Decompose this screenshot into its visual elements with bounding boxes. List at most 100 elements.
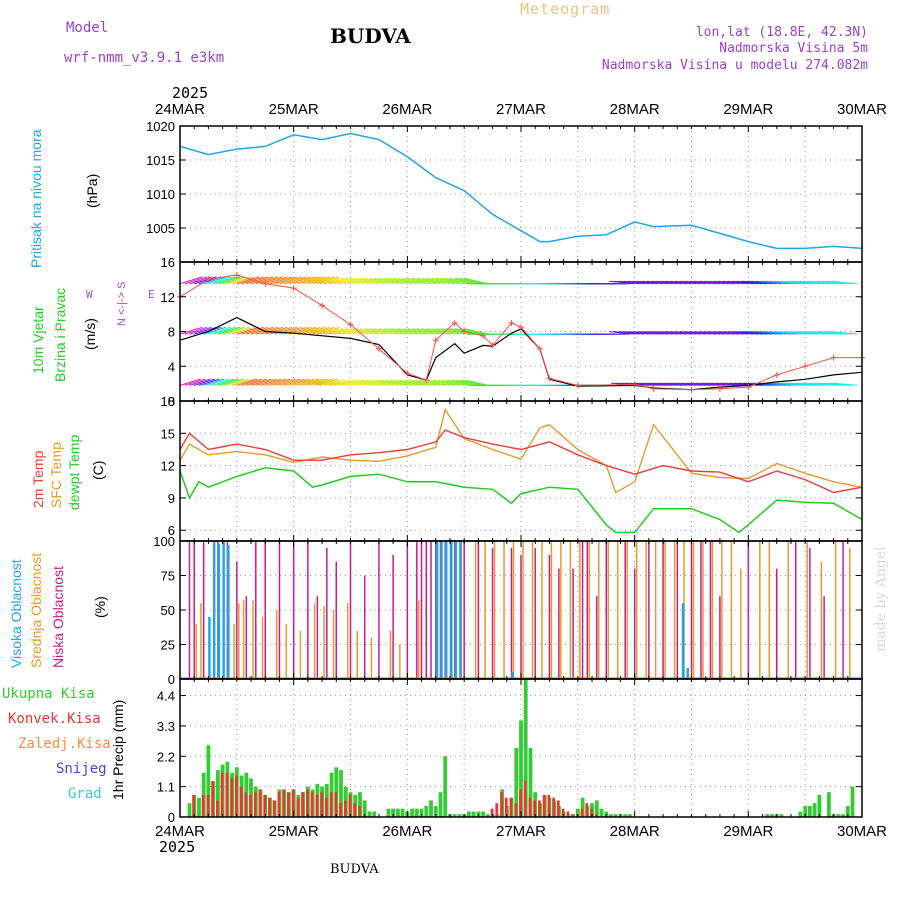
wind-barb: [402, 328, 427, 335]
wind-barb: [383, 277, 408, 285]
wind-barb: [203, 378, 225, 386]
precip-total-bar: [623, 814, 628, 817]
precip-conv-bar: [580, 808, 584, 817]
meteogram-label: Meteogram: [520, 0, 611, 18]
precip-conv-bar: [514, 803, 518, 817]
precip-total-bar: [391, 808, 395, 817]
gust-marker: [233, 272, 240, 279]
wind-barb: [364, 328, 389, 335]
dewpoint-line: [179, 467, 863, 534]
wind-barb: [464, 277, 488, 285]
wind-barb: [431, 328, 455, 335]
precip-total-bar: [396, 808, 400, 817]
wind-barb: [303, 328, 327, 335]
legend-conv: Konvek.Kisa: [8, 711, 101, 727]
wind-barb: [394, 379, 417, 386]
wind-barb: [184, 276, 208, 285]
wind-barb: [399, 379, 422, 386]
y-tick-label: 75: [161, 569, 175, 584]
gust-marker: [290, 285, 297, 292]
wind-barb: [376, 379, 398, 386]
wind-barb: [464, 328, 488, 335]
precip-total-bar: [798, 811, 803, 817]
precip-conv-bar: [523, 781, 527, 817]
wind-barb: [428, 379, 451, 386]
wind-barb: [357, 379, 380, 386]
precip-conv-bar: [343, 800, 347, 817]
precip-conv-bar: [206, 794, 210, 817]
wind-barb: [388, 277, 413, 285]
wind-barb: [222, 326, 245, 335]
wind-barb: [189, 326, 212, 335]
wind-barb: [213, 378, 234, 386]
y-tick-label: 0: [168, 394, 175, 409]
wind-barb: [350, 277, 375, 285]
wind-compass-e: E: [148, 288, 155, 301]
precip-total-bar: [803, 806, 808, 817]
precip-conv-bar: [216, 800, 219, 817]
wind-barb: [260, 326, 283, 335]
precip-conv-bar: [575, 814, 579, 817]
legend-snow: Snijeg: [56, 761, 107, 777]
wind-barb: [274, 378, 296, 386]
precip-conv-bar: [306, 789, 309, 817]
y-tick-label: 1005: [146, 221, 175, 236]
wind-barb: [366, 379, 389, 386]
wind-barb: [456, 379, 479, 386]
precip-total-bar: [334, 767, 339, 817]
precip-total-bar: [628, 814, 632, 817]
wind-barb: [393, 328, 417, 335]
wind-barb: [255, 378, 277, 386]
wind-barb: [274, 276, 298, 285]
wind-barb: [236, 276, 260, 285]
precip-conv-bar: [519, 789, 522, 817]
wind-barb: [298, 328, 323, 335]
precip-total-bar: [216, 770, 220, 817]
precip-conv-bar: [490, 808, 494, 817]
precip-conv-bar: [538, 800, 541, 817]
wind-barb: [236, 326, 260, 335]
precip-conv-bar: [504, 797, 508, 817]
wind-barb: [189, 378, 211, 386]
precip-conv-bar: [547, 794, 551, 817]
precip-total-bar: [429, 800, 433, 817]
x-date-label-bottom: 27MAR: [496, 823, 546, 840]
wind-barb: [336, 277, 361, 285]
wind-barb: [269, 276, 293, 285]
wind-barb: [350, 328, 375, 335]
gust-marker: [508, 319, 515, 326]
wind-barb: [449, 277, 474, 285]
wind-barb: [445, 328, 470, 335]
precip-total-bar: [609, 814, 613, 817]
y-tick-label: 8: [168, 325, 175, 340]
precip-conv-bar: [561, 808, 565, 817]
precip-conv-bar: [509, 797, 513, 817]
precip-total-bar: [528, 748, 533, 817]
wind-barb: [198, 378, 220, 386]
precip-total-bar: [481, 811, 485, 817]
wind-barb: [374, 277, 398, 285]
sfc-temp-line: [179, 407, 863, 494]
precip-total-bar: [438, 792, 443, 817]
wind-barb: [293, 276, 316, 285]
gust-marker: [745, 384, 752, 391]
precip-conv-bar: [353, 803, 356, 817]
x-date-label-top: 29MAR: [723, 101, 773, 118]
gust-marker: [432, 337, 439, 344]
gust-marker: [631, 381, 638, 388]
precip-conv-bar: [258, 789, 262, 817]
wind-barb: [208, 276, 231, 285]
wind-barb: [208, 326, 231, 335]
y-tick-label: 3.3: [157, 719, 175, 734]
precip-conv-bar: [542, 794, 546, 817]
wind-barb: [322, 277, 346, 285]
x-date-label-top: 30MAR: [837, 101, 887, 118]
wind-barb: [246, 326, 269, 335]
gust-marker: [347, 321, 354, 328]
wind-barb: [213, 276, 236, 285]
wind-barb: [231, 276, 255, 285]
wind-barb: [345, 277, 370, 285]
gust-marker: [830, 354, 837, 361]
wind-barb: [288, 276, 312, 285]
wind-barb: [179, 378, 201, 386]
